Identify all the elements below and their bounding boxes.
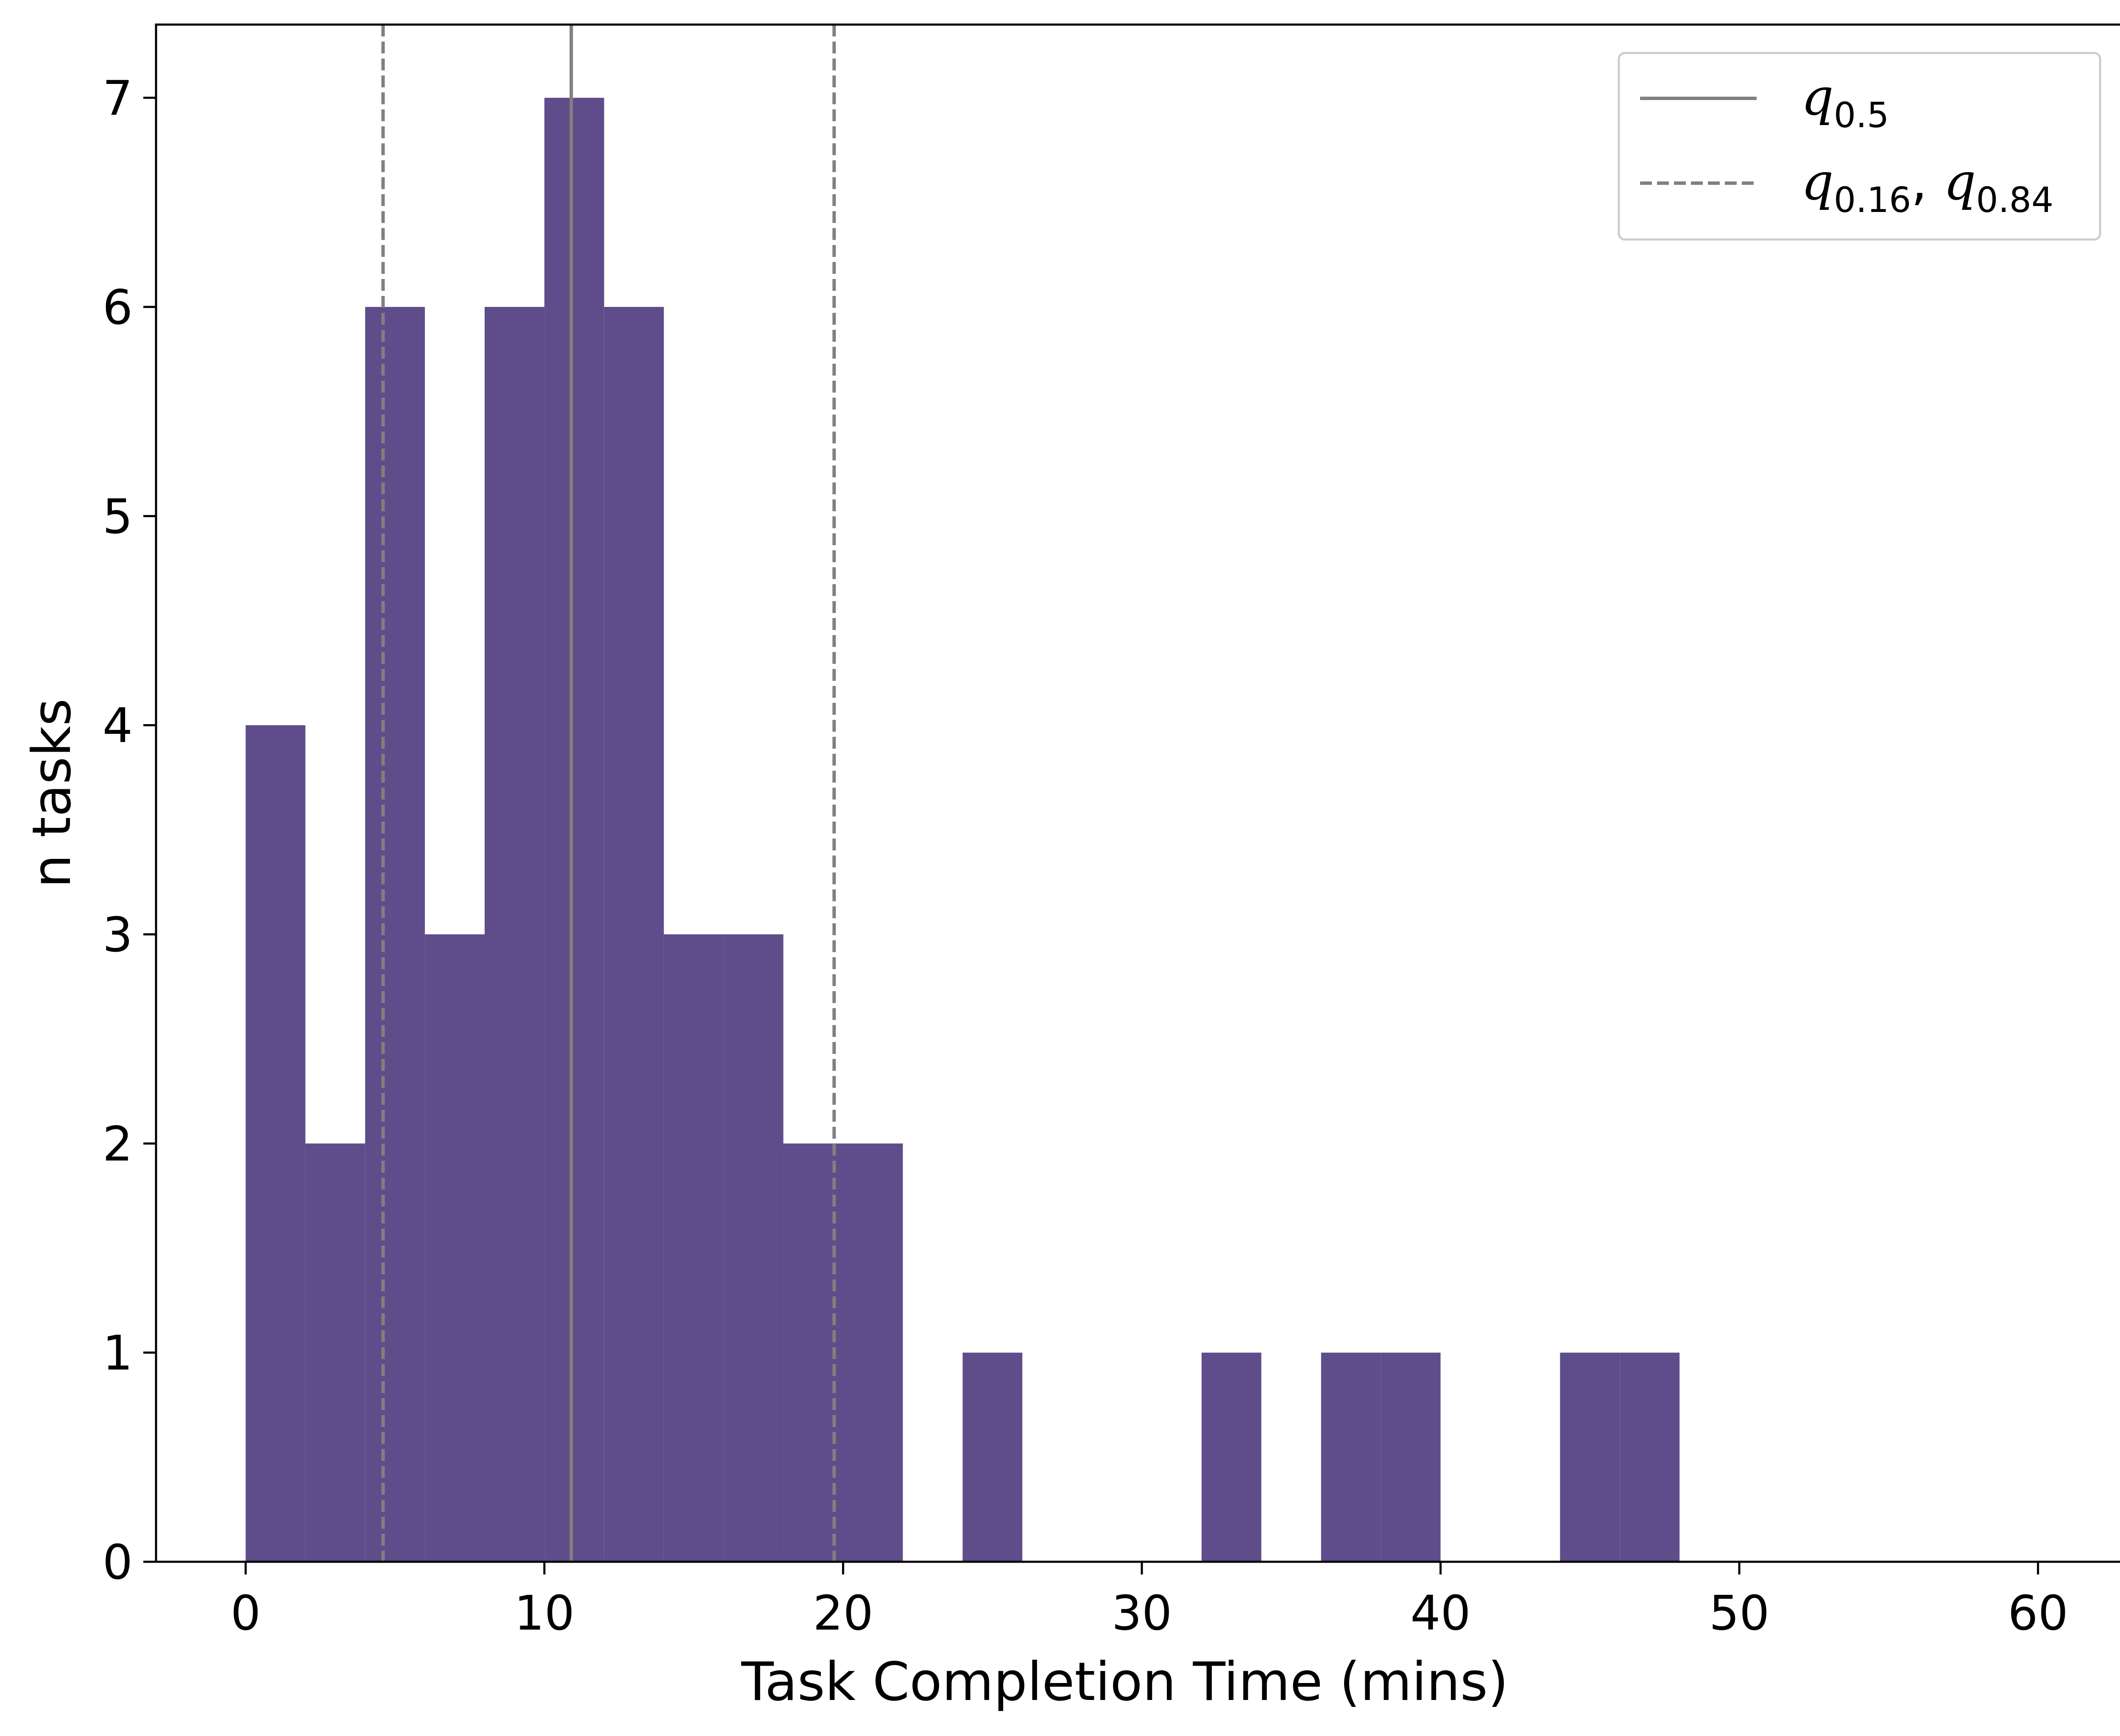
bars-group [245, 98, 1680, 1562]
legend-label-q16-sub: 0.16 [1834, 180, 1911, 220]
histogram-bar [962, 1352, 1023, 1562]
x-tick-label: 20 [813, 1586, 873, 1641]
histogram-bar [1201, 1352, 1261, 1562]
y-tick-label: 7 [103, 71, 133, 126]
quantile-lines-group [381, 25, 836, 1562]
histogram-bar [843, 1143, 903, 1562]
legend: q0.5 q0.16, q0.84 [1618, 52, 2101, 241]
x-tick-label: 30 [1112, 1586, 1172, 1641]
legend-label-median: q0.5 [1801, 68, 1889, 136]
histogram-bar [1620, 1352, 1680, 1562]
legend-label-q16-base: q [1801, 153, 1834, 212]
x-tick-label: 60 [2008, 1586, 2068, 1641]
legend-label-median-base: q [1801, 68, 1834, 127]
histogram-bar [604, 307, 664, 1562]
y-tick-label: 0 [103, 1535, 133, 1590]
histogram-bar [1381, 1352, 1441, 1562]
x-axis-ticks: 0 10 20 30 40 50 60 [231, 1562, 2068, 1641]
x-axis-label: Task Completion Time (mins) [741, 1651, 1508, 1713]
y-tick-label: 3 [103, 908, 133, 963]
histogram-bar [1321, 1352, 1381, 1562]
y-axis-ticks: 0 1 2 3 4 5 6 7 [103, 71, 156, 1590]
legend-label-q84-sub: 0.84 [1976, 180, 2054, 220]
legend-label-separator: , [1911, 153, 1943, 212]
legend-label-quantiles: q0.16, q0.84 [1801, 153, 2053, 220]
legend-label-q84-base: q [1944, 153, 1976, 212]
x-tick-label: 0 [231, 1586, 261, 1641]
histogram-bar [723, 934, 784, 1562]
y-tick-label: 6 [103, 280, 133, 335]
histogram-bar [425, 934, 485, 1562]
y-tick-label: 1 [103, 1326, 133, 1381]
histogram-bar [365, 307, 425, 1562]
legend-label-median-sub: 0.5 [1834, 95, 1889, 136]
histogram-bar [544, 98, 604, 1562]
histogram-bar [485, 307, 544, 1562]
x-tick-label: 10 [514, 1586, 575, 1641]
histogram-bar [1560, 1352, 1620, 1562]
histogram-bar [245, 725, 306, 1562]
x-tick-label: 40 [1410, 1586, 1471, 1641]
y-tick-label: 4 [103, 699, 133, 754]
histogram-bar [305, 1143, 365, 1562]
histogram-bar [664, 934, 724, 1562]
y-tick-label: 5 [103, 489, 133, 544]
y-axis-label: n tasks [21, 698, 83, 888]
y-tick-label: 2 [103, 1117, 133, 1172]
x-tick-label: 50 [1709, 1586, 1770, 1641]
